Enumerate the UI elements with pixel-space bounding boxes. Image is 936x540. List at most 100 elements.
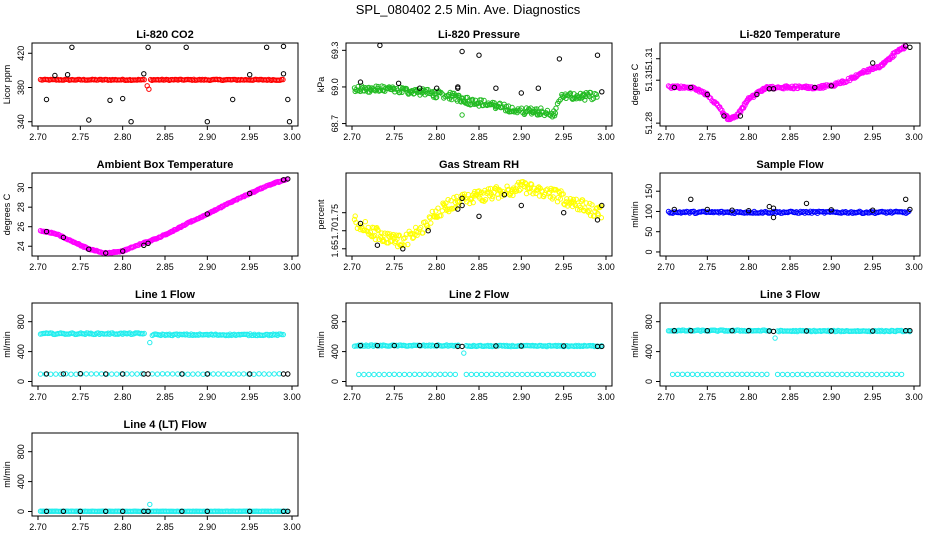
- secondary-point: [870, 328, 876, 334]
- secondary-point: [204, 371, 211, 377]
- primary-point: [784, 371, 791, 378]
- primary-point: [563, 95, 569, 102]
- primary-point: [396, 371, 403, 378]
- secondary-point: [285, 508, 291, 514]
- x-tick-label: 3.00: [905, 132, 923, 142]
- x-tick-label: 2.90: [823, 262, 841, 272]
- secondary-point: [599, 89, 605, 95]
- primary-point: [147, 339, 153, 346]
- x-tick-label: 2.80: [428, 132, 446, 142]
- primary-point: [446, 206, 453, 212]
- primary-point: [553, 105, 559, 111]
- series-group: [665, 43, 913, 123]
- secondary-point: [285, 96, 291, 103]
- primary-point: [854, 371, 860, 377]
- primary-point: [884, 371, 890, 377]
- x-tick-label: 2.75: [72, 522, 90, 532]
- primary-point: [589, 202, 595, 208]
- secondary-point: [60, 371, 67, 377]
- primary-point: [478, 371, 485, 378]
- primary-point: [774, 371, 781, 378]
- secondary-point: [204, 119, 211, 125]
- secondary-point: [770, 214, 777, 221]
- primary-point: [898, 371, 905, 378]
- secondary-point: [671, 206, 677, 213]
- panel-title: Line 3 Flow: [760, 289, 820, 301]
- secondary-point: [179, 508, 185, 514]
- primary-point: [587, 212, 594, 219]
- panel-4: Ambient Box Temperature degrees C 2.70 2.75…: [2, 159, 301, 272]
- primary-point: [351, 216, 358, 223]
- primary-point: [524, 371, 530, 378]
- secondary-point: [107, 97, 113, 104]
- y-axis-label: degrees C: [630, 63, 640, 105]
- x-tick-label: 2.95: [241, 132, 259, 142]
- primary-point: [452, 371, 458, 378]
- primary-point: [73, 371, 79, 377]
- secondary-point: [518, 202, 524, 209]
- series-group: [351, 342, 605, 378]
- primary-point: [529, 371, 535, 377]
- primary-point: [874, 371, 880, 378]
- secondary-point: [280, 71, 287, 77]
- secondary-point: [434, 85, 440, 91]
- primary-point: [684, 371, 691, 377]
- x-tick-label: 3.00: [597, 392, 615, 402]
- x-tick-label: 2.80: [740, 132, 758, 142]
- y-tick-label: 0: [16, 379, 26, 384]
- primary-point: [485, 186, 492, 192]
- secondary-point: [501, 192, 508, 198]
- secondary-point: [128, 119, 134, 125]
- series-group: [37, 176, 291, 256]
- y-tick-label: 50: [644, 227, 654, 237]
- y-tick-label: 0: [16, 509, 26, 514]
- primary-point: [241, 371, 247, 377]
- primary-point: [164, 371, 171, 377]
- primary-point: [159, 371, 166, 377]
- x-tick-label: 2.95: [864, 392, 882, 402]
- y-tick-label: 1.65: [330, 240, 340, 258]
- secondary-point: [493, 343, 499, 349]
- y-axis-label: ml/min: [2, 331, 12, 358]
- primary-point: [859, 371, 865, 378]
- primary-point: [93, 371, 100, 377]
- primary-point: [230, 371, 237, 377]
- secondary-point: [103, 508, 109, 514]
- plot-frame: [31, 432, 299, 517]
- primary-point: [459, 112, 465, 118]
- primary-point: [372, 236, 379, 243]
- y-tick-label: 51.28: [644, 112, 654, 135]
- x-tick-label: 2.70: [657, 132, 675, 142]
- primary-point: [510, 192, 516, 199]
- primary-point: [397, 89, 403, 96]
- secondary-point: [671, 84, 677, 91]
- primary-point: [583, 200, 589, 206]
- primary-point: [381, 371, 387, 378]
- x-tick-label: 2.75: [699, 262, 717, 272]
- primary-point: [114, 371, 120, 377]
- panel-title: Line 4 (LT) Flow: [124, 419, 207, 431]
- primary-point: [422, 371, 428, 377]
- primary-point: [789, 371, 796, 378]
- panel-10: Line 4 (LT) Flow ml/min 2.70 2.75 2.80 2.85 2.…: [2, 419, 301, 532]
- primary-point: [424, 223, 430, 229]
- x-tick-label: 2.70: [657, 262, 675, 272]
- x-tick-label: 2.90: [513, 392, 531, 402]
- x-tick-label: 2.85: [781, 392, 799, 402]
- primary-point: [428, 220, 434, 226]
- panel-5: Gas Stream RH percent 2.70 2.75 2.80 2.85 2.90…: [316, 159, 615, 272]
- series-group: [351, 43, 605, 120]
- y-tick-label: 69.3: [330, 42, 340, 60]
- primary-point: [442, 371, 448, 377]
- primary-point: [679, 371, 686, 377]
- primary-point: [68, 371, 74, 377]
- primary-point: [535, 185, 541, 191]
- secondary-point: [60, 508, 67, 514]
- primary-point: [256, 371, 262, 377]
- x-tick-label: 3.00: [283, 262, 301, 272]
- secondary-point: [263, 44, 270, 50]
- x-tick-label: 2.70: [343, 392, 361, 402]
- primary-point: [526, 186, 533, 192]
- secondary-point: [280, 43, 287, 50]
- primary-point: [405, 241, 411, 248]
